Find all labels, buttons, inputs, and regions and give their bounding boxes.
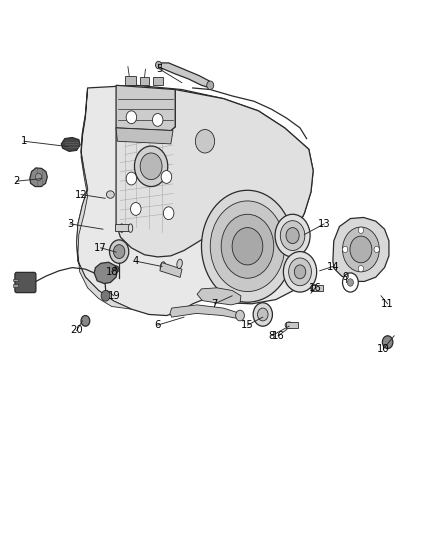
- Text: 19: 19: [107, 291, 120, 301]
- Circle shape: [294, 265, 306, 279]
- Bar: [13, 284, 18, 287]
- Polygon shape: [116, 85, 175, 131]
- Circle shape: [343, 227, 379, 272]
- Text: 18: 18: [106, 267, 118, 277]
- Circle shape: [275, 214, 310, 257]
- Circle shape: [289, 258, 311, 286]
- Circle shape: [232, 228, 263, 265]
- Text: 7: 7: [212, 299, 218, 309]
- Bar: [115, 224, 131, 231]
- Circle shape: [81, 316, 90, 326]
- Text: 10: 10: [377, 344, 389, 354]
- Circle shape: [382, 336, 393, 349]
- Circle shape: [343, 246, 348, 253]
- Text: 11: 11: [381, 299, 394, 309]
- Ellipse shape: [285, 322, 293, 328]
- Text: 8: 8: [268, 331, 275, 341]
- Circle shape: [358, 227, 364, 233]
- Polygon shape: [30, 168, 47, 187]
- Bar: [13, 279, 18, 281]
- Circle shape: [374, 246, 379, 253]
- Circle shape: [210, 201, 285, 292]
- Polygon shape: [77, 88, 131, 309]
- Bar: [140, 77, 149, 85]
- Text: 16: 16: [272, 331, 285, 341]
- Text: 3: 3: [67, 219, 73, 229]
- Bar: [311, 285, 323, 291]
- Circle shape: [358, 265, 364, 272]
- Bar: [160, 263, 182, 277]
- Polygon shape: [61, 138, 80, 151]
- Bar: [125, 76, 136, 85]
- Bar: [153, 77, 163, 85]
- Circle shape: [155, 61, 162, 69]
- Circle shape: [140, 153, 162, 180]
- Text: 9: 9: [343, 272, 349, 282]
- Ellipse shape: [160, 262, 166, 271]
- FancyBboxPatch shape: [15, 272, 36, 293]
- Circle shape: [253, 303, 272, 326]
- Circle shape: [101, 290, 110, 301]
- Circle shape: [236, 310, 244, 321]
- Bar: [286, 322, 298, 328]
- Circle shape: [343, 273, 358, 292]
- Circle shape: [201, 190, 293, 302]
- Polygon shape: [158, 63, 210, 87]
- Circle shape: [347, 279, 353, 286]
- Ellipse shape: [110, 265, 119, 273]
- Circle shape: [110, 240, 129, 263]
- Circle shape: [126, 111, 137, 124]
- Circle shape: [131, 203, 141, 215]
- Polygon shape: [333, 217, 389, 281]
- Circle shape: [207, 81, 214, 90]
- Text: 6: 6: [155, 320, 161, 330]
- Circle shape: [280, 221, 305, 251]
- Circle shape: [35, 173, 42, 181]
- Circle shape: [113, 245, 125, 259]
- Circle shape: [195, 130, 215, 153]
- Text: 17: 17: [94, 243, 107, 253]
- Circle shape: [152, 114, 163, 126]
- Ellipse shape: [311, 285, 318, 291]
- Circle shape: [221, 214, 274, 278]
- Circle shape: [258, 308, 268, 321]
- Polygon shape: [170, 305, 240, 319]
- Text: 2: 2: [14, 176, 20, 186]
- Polygon shape: [116, 90, 313, 257]
- Ellipse shape: [106, 191, 114, 198]
- Circle shape: [163, 207, 174, 220]
- Circle shape: [134, 146, 168, 187]
- Circle shape: [161, 171, 172, 183]
- Polygon shape: [94, 262, 117, 284]
- Circle shape: [126, 172, 137, 185]
- Text: 20: 20: [71, 326, 83, 335]
- Polygon shape: [116, 128, 173, 144]
- Text: 14: 14: [327, 262, 339, 271]
- Text: 13: 13: [318, 219, 330, 229]
- Text: 15: 15: [241, 320, 254, 330]
- Circle shape: [286, 228, 299, 244]
- Text: 12: 12: [74, 190, 88, 199]
- Circle shape: [283, 252, 317, 292]
- Ellipse shape: [120, 224, 124, 232]
- Polygon shape: [77, 85, 313, 316]
- Ellipse shape: [177, 259, 182, 269]
- Ellipse shape: [128, 224, 133, 232]
- Text: 4: 4: [133, 256, 139, 266]
- Circle shape: [350, 236, 372, 263]
- Polygon shape: [197, 288, 241, 305]
- Text: 16: 16: [309, 283, 322, 293]
- Text: 5: 5: [157, 64, 163, 74]
- Text: 1: 1: [21, 136, 27, 146]
